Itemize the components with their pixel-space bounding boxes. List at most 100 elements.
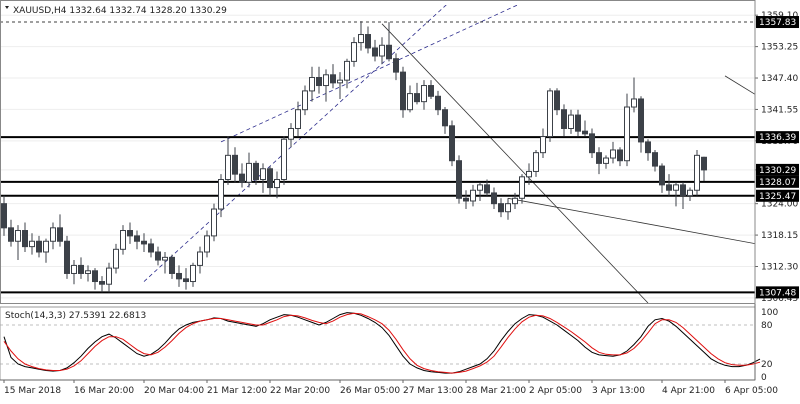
time-tick-label: 6 Apr 05:00 [725, 386, 778, 396]
level-tag-1336.39: 1336.39 [756, 131, 799, 144]
candle-bull [295, 109, 301, 129]
candle-bear [652, 152, 658, 167]
candle-bear [99, 281, 105, 285]
candle-bull [274, 179, 280, 189]
candle-bull [85, 270, 91, 274]
candle-bull [225, 154, 231, 181]
candle-bull [421, 85, 427, 103]
candle-bull [547, 90, 553, 138]
candle-bear [575, 114, 581, 132]
candle-bull [309, 76, 315, 92]
candle-bear [596, 152, 602, 164]
candle-bear [8, 227, 14, 242]
candle-bear [393, 58, 399, 73]
trend-lines [143, 5, 755, 303]
candle-bull [407, 93, 413, 111]
candle-bear [92, 270, 98, 283]
candle-bull [673, 184, 679, 191]
candle-bull [379, 44, 385, 57]
stoch-label: Stoch(14,3,3) 27.5391 22.6813 [5, 311, 146, 321]
candle-bear [701, 156, 707, 171]
candle-bull [687, 189, 693, 197]
stoch-axis-label: 100 [761, 308, 778, 318]
level-tag-1325.47-text: 1325.47 [759, 192, 796, 202]
trend-line [507, 197, 755, 245]
candle-bull [15, 230, 21, 242]
trend-line [724, 75, 755, 95]
level-tag-1357.83-bg [756, 16, 799, 29]
candle-bull [337, 79, 343, 84]
level-tag-1336.39-text: 1336.39 [759, 133, 796, 143]
time-axis: 15 Mar 2018 16 Mar 20:00 20 Mar 04:00 21 Ma… [0, 379, 778, 396]
candle-bear [267, 168, 273, 189]
level-tag-1357.83-text: 1357.83 [759, 18, 796, 28]
candle-bear [64, 240, 70, 274]
candle-bear [645, 141, 651, 154]
candle-bull [568, 114, 574, 129]
level-tag-1328.07-text: 1328.07 [759, 178, 796, 188]
candle-bull [281, 138, 287, 181]
candle-bull [260, 168, 266, 181]
candle-bear [78, 264, 84, 274]
candle-bear [666, 184, 672, 191]
price-tick-label: 1341.55 [761, 105, 798, 115]
candle-bull [120, 230, 126, 250]
price-tick-label: 1324.00 [761, 200, 798, 210]
candle-bear [155, 251, 161, 261]
candle-bull [71, 264, 77, 274]
candle-bull [533, 152, 539, 172]
time-tick-label: 16 Mar 20:00 [74, 386, 134, 396]
main-frame [0, 0, 756, 304]
time-tick-label: 2 Apr 05:00 [529, 386, 582, 396]
candle-bull [288, 127, 294, 140]
candle-bull [540, 136, 546, 154]
candle-bull [603, 157, 609, 164]
candle-bull [323, 74, 329, 87]
time-tick-label: 3 Apr 13:00 [592, 386, 645, 396]
candle-bear [183, 278, 189, 283]
candle-bear [680, 184, 686, 197]
candle-bear [463, 197, 469, 202]
last-price-tag-bg [756, 163, 799, 176]
trend-line [220, 5, 519, 143]
candle-bear [22, 230, 28, 248]
price-tick-label: 1306.45 [761, 294, 798, 304]
candle-bear [365, 34, 371, 49]
price-tick-label: 1312.30 [761, 262, 798, 272]
candle-bear [127, 230, 133, 237]
candle-bear [232, 154, 238, 175]
stoch-signal-line [3, 312, 761, 374]
level-tag-1325.47-bg [756, 189, 799, 202]
level-tag-1307.48-text: 1307.48 [759, 288, 796, 298]
candle-bear [484, 184, 490, 194]
candle-bull [211, 208, 217, 237]
time-tick-label: 15 Mar 2018 [4, 386, 61, 396]
level-tag-1307.48: 1307.48 [756, 286, 799, 299]
candle-bear [386, 44, 392, 60]
candle-bear [449, 125, 455, 162]
candle-bear [617, 149, 623, 162]
candle-bull [610, 149, 616, 159]
time-tick-label: 22 Mar 20:00 [270, 386, 330, 396]
candle-bull [505, 203, 511, 213]
grid [0, 14, 755, 299]
level-tag-1328.07-bg [756, 175, 799, 188]
candle-bear [582, 130, 588, 135]
candle-bear [491, 192, 497, 205]
candle-bear [589, 133, 595, 154]
candle-bear [414, 93, 420, 103]
candle-bull [344, 60, 350, 81]
symbol-dropdown-icon[interactable] [5, 6, 9, 9]
candle-bear [239, 173, 245, 183]
candle-bull [204, 235, 210, 253]
candle-bull [43, 240, 49, 253]
time-tick-label: 27 Mar 13:00 [403, 386, 463, 396]
candles [1, 21, 707, 293]
candle-bear [659, 165, 665, 186]
time-tick-label: 26 Mar 05:00 [340, 386, 400, 396]
level-tag-1357.83: 1357.83 [756, 16, 799, 29]
candle-bull [106, 267, 112, 285]
stoch-axis-label: 0 [761, 373, 767, 383]
candle-bull [470, 189, 476, 202]
